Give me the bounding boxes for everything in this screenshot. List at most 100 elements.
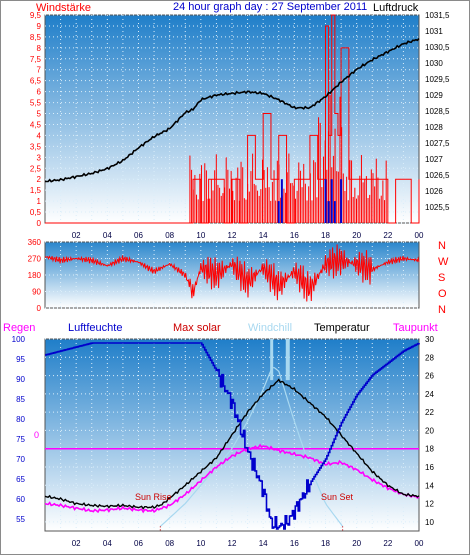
- wind-tick-label: 9: [37, 22, 42, 31]
- direction-tick-label: 0: [37, 304, 42, 313]
- temperature-tick-label: 14: [425, 481, 434, 490]
- pressure-tick-label: 1029,5: [425, 75, 450, 84]
- temperature-tick-label: 28: [425, 353, 434, 362]
- windchill-bar: [285, 339, 290, 381]
- time-tick-label: 18: [321, 539, 330, 548]
- temperature-tick-label: 10: [425, 518, 434, 527]
- pressure-tick-label: 1031: [425, 27, 443, 36]
- wind-tick-label: 1,5: [30, 186, 42, 195]
- wind-tick-label: 9,5: [30, 11, 42, 20]
- sun-rise-label: Sun Rise: [135, 492, 172, 502]
- temperature-tick-label: 16: [425, 463, 434, 472]
- temperatur-label: Temperatur: [314, 322, 370, 334]
- wind-tick-label: 3,5: [30, 142, 42, 151]
- time-tick-label: 00: [415, 231, 424, 240]
- chart-title: 24 hour graph day : 27 September 2011: [173, 1, 367, 13]
- temperature-tick-label: 20: [425, 426, 434, 435]
- wind-tick-label: 3: [37, 153, 42, 162]
- time-tick-label: 16: [290, 231, 299, 240]
- humidity-tick-label: 85: [16, 395, 25, 404]
- temperature-tick-label: 30: [425, 335, 434, 344]
- temperature-humidity-series: [44, 339, 420, 531]
- direction-tick-label: 360: [28, 238, 42, 247]
- luftfeuchte-label: Luftfeuchte: [68, 322, 122, 334]
- max-solar-label: Max solar: [173, 322, 221, 334]
- direction-letter: S: [438, 272, 445, 284]
- wind-tick-label: 4,5: [30, 120, 42, 129]
- pressure-tick-label: 1026,5: [425, 171, 450, 180]
- pressure-tick-label: 1028: [425, 123, 443, 132]
- dewpoint-line: [44, 443, 420, 514]
- time-tick-label: 20: [352, 539, 361, 548]
- time-tick-label: 06: [134, 539, 143, 548]
- wind-axis-ticks: 0 0,5 1 1,5 2 2,5 3 3,5 4 4,55 5,5 6 6,5 7 7,5 8 8,5 9 9,5: [30, 11, 42, 228]
- sun-set-label: Sun Set: [321, 492, 354, 502]
- wind-tick-label: 5: [37, 110, 42, 119]
- regen-label: Regen: [3, 322, 35, 334]
- windchill-label: Windchill: [248, 322, 292, 334]
- wind-tick-label: 0,5: [30, 208, 42, 217]
- time-tick-label: 00: [415, 539, 424, 548]
- humidity-tick-label: 55: [16, 515, 25, 524]
- time-tick-label: 08: [165, 539, 174, 548]
- wind-tick-label: 8: [37, 44, 42, 53]
- taupunkt-label: Taupunkt: [393, 322, 438, 334]
- humidity-tick-label: 80: [16, 415, 25, 424]
- temperature-humidity-grid: [45, 338, 419, 531]
- pressure-tick-label: 1026: [425, 187, 443, 196]
- time-tick-label: 16: [290, 539, 299, 548]
- time-tick-label: 22: [383, 539, 392, 548]
- wind-direction-line: [44, 244, 420, 302]
- time-tick-label: 02: [72, 539, 81, 548]
- direction-letter: N: [438, 240, 446, 252]
- time-tick-label: 20: [352, 231, 361, 240]
- pressure-tick-label: 1028,5: [425, 107, 450, 116]
- wind-axis-title: Windstärke: [36, 2, 91, 14]
- humidity-tick-label: 100: [12, 335, 26, 344]
- wind-tick-label: 0: [37, 219, 42, 228]
- wind-tick-label: 8,5: [30, 33, 42, 42]
- wind-tick-label: 6: [37, 88, 42, 97]
- wind-tick-label: 7: [37, 66, 42, 75]
- direction-letter: O: [438, 288, 447, 300]
- regen-value: 0: [34, 430, 39, 440]
- temperature-tick-label: 22: [425, 408, 434, 417]
- humidity-tick-label: 75: [16, 435, 25, 444]
- temperature-tick-label: 24: [425, 390, 434, 399]
- temperature-tick-label: 26: [425, 372, 434, 381]
- wind-tick-label: 2,5: [30, 164, 42, 173]
- wind-tick-label: 1: [37, 197, 42, 206]
- pressure-tick-label: 1029: [425, 91, 443, 100]
- windchill-bar: [270, 339, 274, 381]
- time-tick-label: 14: [259, 539, 268, 548]
- time-tick-label: 04: [103, 231, 112, 240]
- pressure-tick-label: 1031,5: [425, 11, 450, 20]
- humidity-tick-label: 60: [16, 495, 25, 504]
- pressure-tick-label: 1025,5: [425, 203, 450, 212]
- direction-tick-label: 90: [32, 288, 41, 297]
- pressure-line: [44, 38, 420, 183]
- humidity-line: [45, 342, 420, 530]
- humidity-tick-label: 70: [16, 455, 25, 464]
- time-axis-ticks-top: 02 04 06 08 10 12 14 16 18 20 22 00: [72, 231, 424, 240]
- time-tick-label: 12: [228, 231, 237, 240]
- time-tick-label: 12: [228, 539, 237, 548]
- max-solar-line: [159, 367, 344, 527]
- time-axis-ticks-bottom: 02 04 06 08 10 12 14 16 18 20 22 00: [72, 539, 424, 548]
- time-tick-label: 10: [196, 231, 205, 240]
- wind-pressure-series: [44, 14, 420, 224]
- time-tick-label: 02: [72, 231, 81, 240]
- temperature-axis-ticks: 10 12 14 16 18 20 22 24 26 28 30: [425, 335, 434, 527]
- time-tick-label: 10: [196, 539, 205, 548]
- wind-tick-label: 7,5: [30, 55, 42, 64]
- time-tick-label: 06: [134, 231, 143, 240]
- time-tick-label: 22: [383, 231, 392, 240]
- pressure-tick-label: 1027: [425, 155, 443, 164]
- humidity-tick-label: 90: [16, 375, 25, 384]
- direction-letter: W: [438, 256, 449, 268]
- wind-direction-series: [44, 244, 420, 302]
- time-tick-label: 04: [103, 539, 112, 548]
